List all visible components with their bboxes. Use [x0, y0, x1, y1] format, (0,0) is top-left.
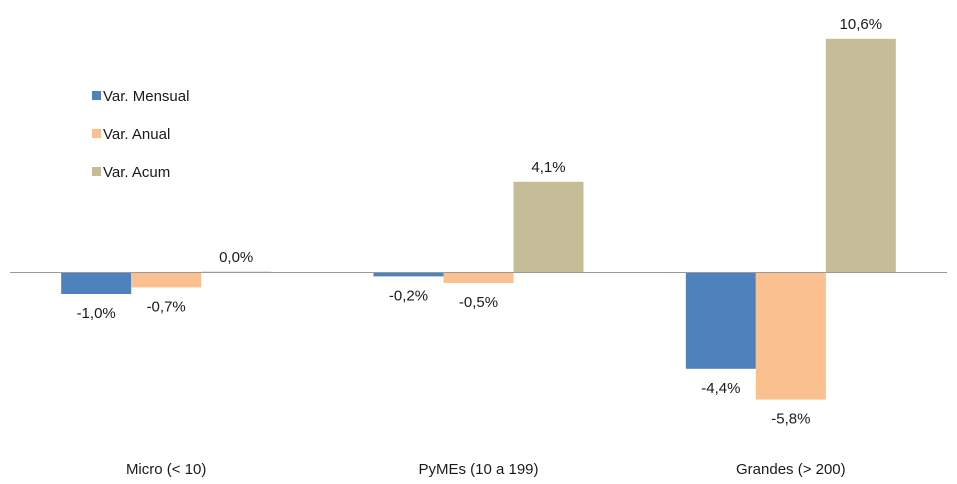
- legend-swatch: [92, 129, 101, 138]
- legend-swatch: [92, 167, 101, 176]
- bars-group: [61, 38, 896, 400]
- data-labels-group: -1,0% -0,7% 0,0% -0,2% -0,5% 4,1% -4,4% -5,8% 10…: [77, 16, 883, 428]
- bar-var-anual-1: [443, 272, 514, 283]
- legend: Var. Mensual Var. Anual Var. Acum: [92, 88, 189, 181]
- data-label: -4,4%: [701, 380, 740, 397]
- category-label: Micro (< 10): [126, 461, 206, 478]
- legend-label: Var. Acum: [103, 164, 170, 181]
- data-label: -1,0%: [77, 305, 116, 322]
- data-label: 0,0%: [219, 249, 253, 266]
- bar-var-mensual-2: [685, 272, 756, 369]
- legend-label: Var. Mensual: [103, 88, 189, 105]
- legend-label: Var. Anual: [103, 126, 170, 143]
- data-label: 4,1%: [531, 159, 565, 176]
- bar-var-anual-0: [131, 272, 202, 288]
- data-label: -0,7%: [147, 298, 186, 315]
- bar-var-acum-1: [513, 181, 584, 272]
- bar-var-mensual-0: [61, 272, 132, 294]
- data-label: -0,2%: [389, 287, 428, 304]
- bar-var-anual-2: [755, 272, 826, 400]
- category-label: PyMEs (10 a 199): [418, 461, 538, 478]
- category-label: Grandes (> 200): [736, 461, 846, 478]
- category-labels-group: Micro (< 10) PyMEs (10 a 199) Grandes (> 2…: [126, 461, 846, 478]
- data-label: -5,8%: [771, 411, 810, 428]
- data-label: -0,5%: [459, 294, 498, 311]
- data-label: 10,6%: [840, 16, 883, 33]
- legend-swatch: [92, 91, 101, 100]
- bar-var-mensual-1: [373, 272, 444, 277]
- bar-var-acum-2: [825, 38, 896, 272]
